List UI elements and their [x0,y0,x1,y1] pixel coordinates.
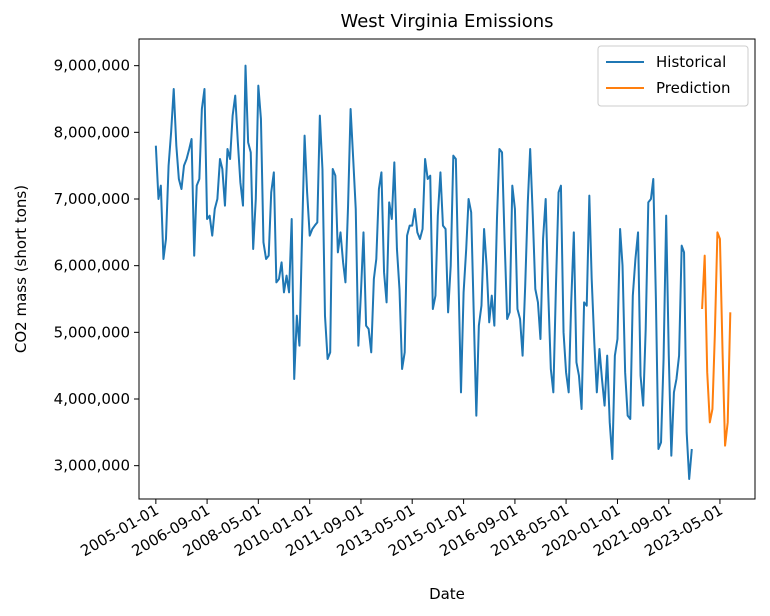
y-tick-label: 3,000,000 [54,457,130,475]
y-tick-label: 9,000,000 [54,57,130,75]
y-tick-label: 6,000,000 [54,257,130,275]
y-tick-label: 4,000,000 [54,390,130,408]
legend-label-historical: Historical [656,53,726,71]
y-tick-label: 7,000,000 [54,190,130,208]
legend-label-prediction: Prediction [656,79,731,97]
plot-frame [138,38,756,500]
y-tick-label: 5,000,000 [54,323,130,341]
chart-title: West Virginia Emissions [340,11,553,32]
legend: Historical Prediction [597,45,749,107]
y-axis-title: CO2 mass (short tons) [12,185,30,353]
x-axis: 2005-01-012006-09-012008-05-012010-01-01… [77,499,726,560]
x-axis-title: Date [429,585,465,603]
series-line-prediction [701,231,732,447]
y-axis: 3,000,000 4,000,000 5,000,000 6,000,000 7,00… [54,57,139,475]
y-tick-label: 8,000,000 [54,123,130,141]
series-line-historical [154,64,693,480]
